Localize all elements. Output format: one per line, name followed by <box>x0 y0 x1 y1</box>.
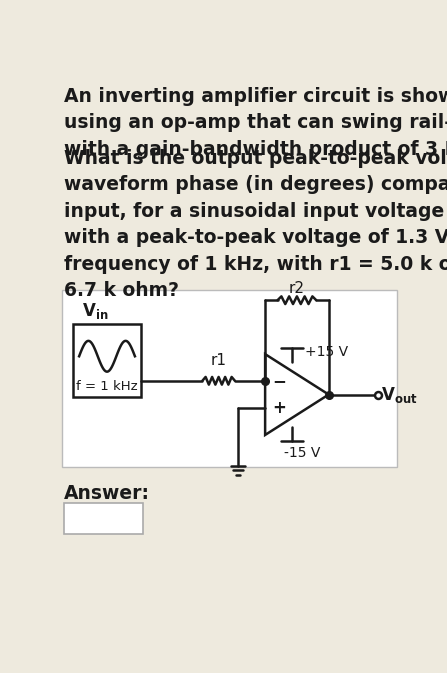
Bar <box>63 503 143 534</box>
Bar <box>73 324 141 397</box>
Text: r2: r2 <box>289 281 305 296</box>
Text: An inverting amplifier circuit is shown below,
using an op-amp that can swing ra: An inverting amplifier circuit is shown … <box>63 87 447 159</box>
Bar <box>62 290 397 467</box>
Text: r1: r1 <box>211 353 227 369</box>
Polygon shape <box>265 354 329 435</box>
Text: +: + <box>272 399 286 417</box>
Text: What is the output peak-to-peak voltage
waveform phase (in degrees) compared to : What is the output peak-to-peak voltage … <box>63 149 447 300</box>
Text: -15 V: -15 V <box>284 446 320 460</box>
Text: $\mathbf{V_{out}}$: $\mathbf{V_{out}}$ <box>381 384 418 404</box>
Text: −: − <box>272 371 286 390</box>
Text: f = 1 kHz: f = 1 kHz <box>76 380 138 392</box>
Text: Answer:: Answer: <box>63 485 150 503</box>
Text: $\mathbf{V_{in}}$: $\mathbf{V_{in}}$ <box>82 301 109 321</box>
Text: +15 V: +15 V <box>305 345 348 359</box>
